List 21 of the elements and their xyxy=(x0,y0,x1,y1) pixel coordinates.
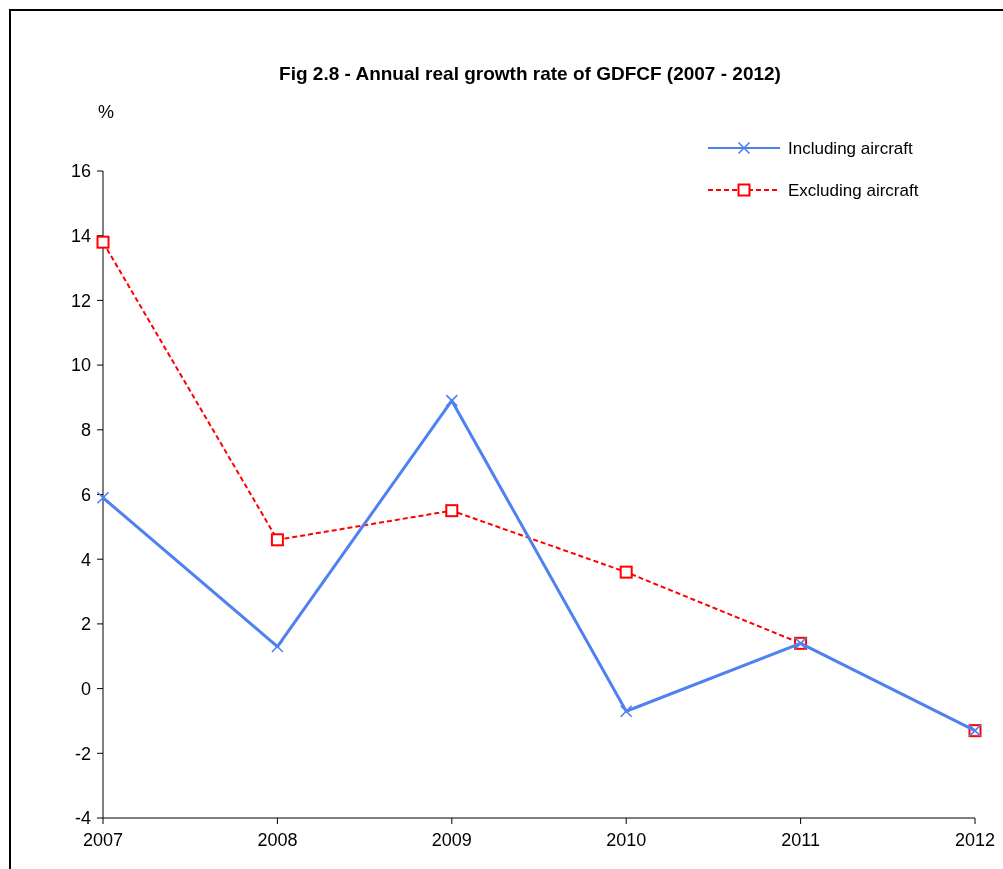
y-tick-label: 16 xyxy=(70,161,91,182)
x-tick-label: 2008 xyxy=(257,830,298,850)
y-tick-label: 8 xyxy=(80,420,91,441)
x-tick-label: 2010 xyxy=(606,830,647,850)
x-tick-label: 2011 xyxy=(781,830,820,850)
y-axis-title: % xyxy=(97,102,115,122)
legend-label: Including aircraft xyxy=(788,138,913,158)
legend-label: Excluding aircraft xyxy=(788,180,919,200)
y-tick-label: -4 xyxy=(74,808,91,829)
y-tick-label: 6 xyxy=(80,484,91,505)
y-tick-label: 2 xyxy=(80,614,91,635)
y-tick-label: 10 xyxy=(70,355,91,376)
y-tick-label: 4 xyxy=(80,549,91,570)
x-tick-label: 2009 xyxy=(431,830,472,850)
y-tick-label: 12 xyxy=(70,290,91,311)
y-tick-label: -2 xyxy=(74,743,91,764)
y-tick-label: 0 xyxy=(80,678,91,699)
y-tick-label: 14 xyxy=(70,226,91,246)
chart-title: Fig 2.8 - Annual real growth rate of GDFCF (2007 - 2012) xyxy=(279,63,781,84)
x-tick-label: 2012 xyxy=(954,830,996,850)
x-tick-label: 2007 xyxy=(82,830,124,850)
